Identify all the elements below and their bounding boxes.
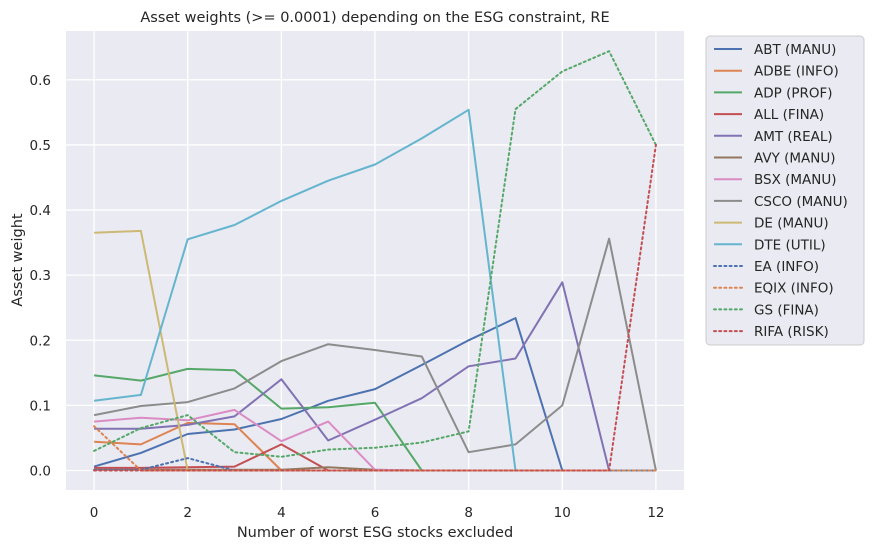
x-tick-label: 10 (554, 505, 571, 521)
legend-label: DE (MANU) (754, 216, 829, 232)
x-tick-label: 12 (647, 505, 664, 521)
legend-label: EQIX (INFO) (754, 281, 834, 297)
series-line-rifa (93, 143, 657, 472)
y-axis-label: Asset weight (10, 213, 26, 306)
legend-label: EA (INFO) (754, 259, 819, 275)
legend-frame (705, 35, 865, 346)
legend-label: ADBE (INFO) (754, 64, 839, 80)
legend-label: ADP (PROF) (754, 85, 833, 101)
legend-label: ABT (MANU) (754, 42, 836, 58)
x-axis-label: Number of worst ESG stocks excluded (237, 525, 513, 541)
legend: ABT (MANU) ADBE (INFO) ADP (PROF) ALL (FINA… (705, 35, 865, 346)
legend-label: ALL (FINA) (754, 107, 824, 123)
x-tick-label: 0 (90, 505, 99, 521)
legend-label: BSX (MANU) (754, 172, 837, 188)
legend-label: AMT (REAL) (754, 129, 833, 145)
legend-label: DTE (UTIL) (754, 237, 826, 253)
series-line-amt (94, 281, 656, 472)
y-tick-label: 0.1 (30, 398, 51, 414)
x-tick-label: 4 (277, 505, 286, 521)
y-tick-label: 0.3 (30, 268, 51, 284)
series-lines (93, 50, 657, 472)
y-tick-label: 0.4 (30, 203, 51, 219)
series-line-ea (93, 457, 657, 472)
series-line-gs (93, 50, 657, 458)
legend-label: RIFA (RISK) (754, 324, 829, 340)
x-tick-label: 2 (183, 505, 192, 521)
legend-label: CSCO (MANU) (754, 194, 848, 210)
legend-label: GS (FINA) (754, 302, 819, 318)
x-tick-labels: 0 2 4 6 8 10 12 (90, 505, 665, 521)
legend-items: ABT (MANU) ADBE (INFO) ADP (PROF) ALL (FINA… (713, 42, 848, 340)
y-tick-label: 0.6 (30, 73, 51, 89)
y-tick-labels: 0.0 0.1 0.2 0.3 0.4 0.5 0.6 (30, 73, 51, 480)
chart-title: Asset weights (>= 0.0001) depending on t… (140, 10, 609, 26)
x-tick-label: 8 (464, 505, 473, 521)
legend-label: AVY (MANU) (754, 151, 836, 167)
series-line-csco (93, 237, 657, 471)
y-tick-label: 0.0 (30, 463, 51, 479)
x-tick-label: 6 (371, 505, 380, 521)
y-tick-label: 0.5 (30, 138, 51, 154)
y-tick-label: 0.2 (30, 333, 51, 349)
